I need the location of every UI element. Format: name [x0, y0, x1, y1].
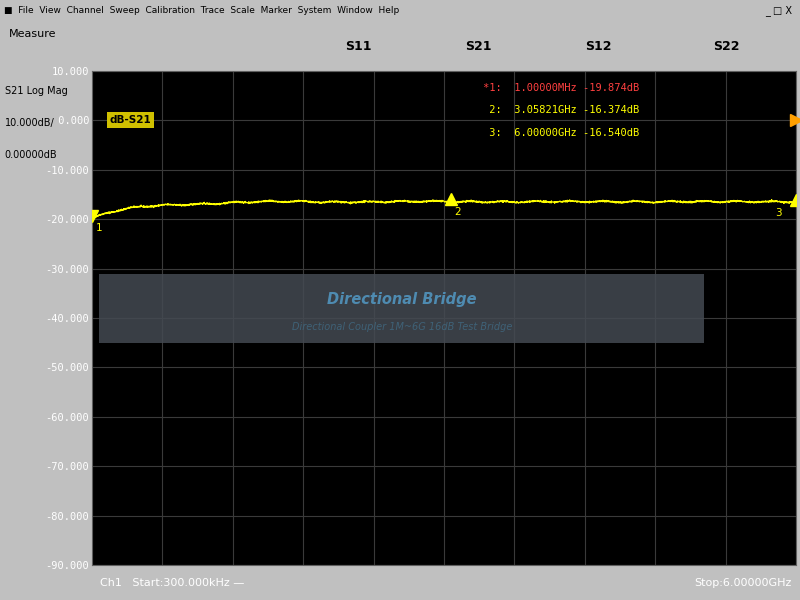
Text: S12: S12: [585, 40, 611, 53]
Text: Directional Coupler 1M~6G 16dB Test Bridge: Directional Coupler 1M~6G 16dB Test Brid…: [291, 322, 512, 332]
Text: ■  File  View  Channel  Sweep  Calibration  Trace  Scale  Marker  System  Window: ■ File View Channel Sweep Calibration Tr…: [4, 6, 399, 15]
Text: Directional Bridge: Directional Bridge: [327, 292, 477, 307]
Text: Measure: Measure: [9, 29, 57, 39]
Text: Stop:6.00000GHz: Stop:6.00000GHz: [694, 578, 792, 587]
Text: 2: 2: [454, 207, 461, 217]
Text: *1:  1.00000MHz -19.874dB: *1: 1.00000MHz -19.874dB: [482, 83, 639, 93]
Text: 10.000dB/: 10.000dB/: [5, 118, 54, 128]
Text: S21: S21: [465, 40, 491, 53]
Bar: [99, 274, 705, 343]
Text: 1: 1: [95, 223, 102, 233]
Text: Ch1   Start:300.000kHz —: Ch1 Start:300.000kHz —: [100, 578, 244, 587]
Text: 3:  6.00000GHz -16.540dB: 3: 6.00000GHz -16.540dB: [482, 128, 639, 137]
Text: dB-S21: dB-S21: [110, 115, 151, 125]
Text: _ □ X: _ □ X: [765, 5, 792, 16]
Text: S11: S11: [345, 40, 371, 53]
Text: S22: S22: [713, 40, 739, 53]
Text: S21 Log Mag: S21 Log Mag: [5, 86, 67, 95]
Text: 2:  3.05821GHz -16.374dB: 2: 3.05821GHz -16.374dB: [482, 106, 639, 115]
Text: 3: 3: [775, 208, 782, 218]
Text: 0.00000dB: 0.00000dB: [5, 150, 58, 160]
